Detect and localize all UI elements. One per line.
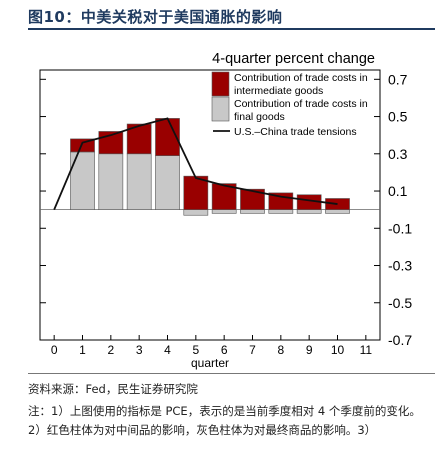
bar-final-goods [296,209,322,214]
legend-label-final: Contribution of trade costs in [234,98,368,110]
bar-final-goods [183,209,209,216]
x-tick-label: 8 [277,343,284,357]
bar-intermediate-goods [183,175,209,210]
bar-final-goods [126,153,152,210]
bar-final-goods [211,209,237,214]
y-tick-label: -0.7 [388,332,412,348]
source-text: 资料来源：Fed，民生证券研究院 [28,382,198,396]
x-tick-label: 2 [107,343,114,357]
legend-label-final: final goods [234,111,285,123]
y-tick-label: 0.3 [388,146,408,162]
title-rule [28,28,435,30]
x-tick-label: 3 [136,343,143,357]
y-tick-label: 0.1 [388,183,408,199]
note-text: 注：1）上图使用的指标是 PCE，表示的是当前季度相对 4 个季度前的变化。2）… [28,404,421,437]
legend-label-intermediate: intermediate goods [234,85,323,97]
bottom-rule [28,373,435,374]
x-tick-label: 10 [331,343,345,357]
x-tick-label: 6 [221,343,228,357]
x-tick-label: 7 [249,343,256,357]
bar-final-goods [325,209,350,214]
x-tick-label: 11 [360,343,373,357]
y-tick-label: -0.3 [388,258,412,274]
legend-label-line: U.S.–China trade tensions [234,126,357,138]
chart-title: 4-quarter percent change [212,51,375,67]
y-tick-label: 0.7 [388,71,408,87]
legend-label-intermediate: Contribution of trade costs in [234,72,368,84]
bar-intermediate-goods [240,188,265,210]
plot-frame [39,69,381,341]
legend-swatch-final [211,96,230,122]
x-axis-label: quarter [191,356,229,370]
x-tick-label: 0 [51,343,58,357]
y-tick-label: 0.5 [388,109,408,125]
y-tick-label: -0.1 [388,220,412,236]
bar-final-goods [98,153,124,210]
line-trade-tensions [53,117,338,211]
bar-final-goods [240,209,265,214]
y-tick-label: -0.5 [388,295,412,311]
x-tick-label: 5 [192,343,199,357]
bar-final-goods [155,155,180,210]
x-tick-label: 1 [79,343,86,357]
x-tick-label: 4 [164,343,171,357]
bar-intermediate-goods [70,138,95,153]
figure-title: 图10：中美关税对于美国通胀的影响 [28,8,283,26]
bar-final-goods [268,209,294,214]
chart: 0.7 0.5 0.3 0.1 -0.1 -0.3 -0.5 -0.7 0 1 2 3 4 5 6 7 8 9 1… [39,51,412,370]
x-tick-label: 9 [306,343,313,357]
legend-swatch-intermediate [211,71,230,97]
